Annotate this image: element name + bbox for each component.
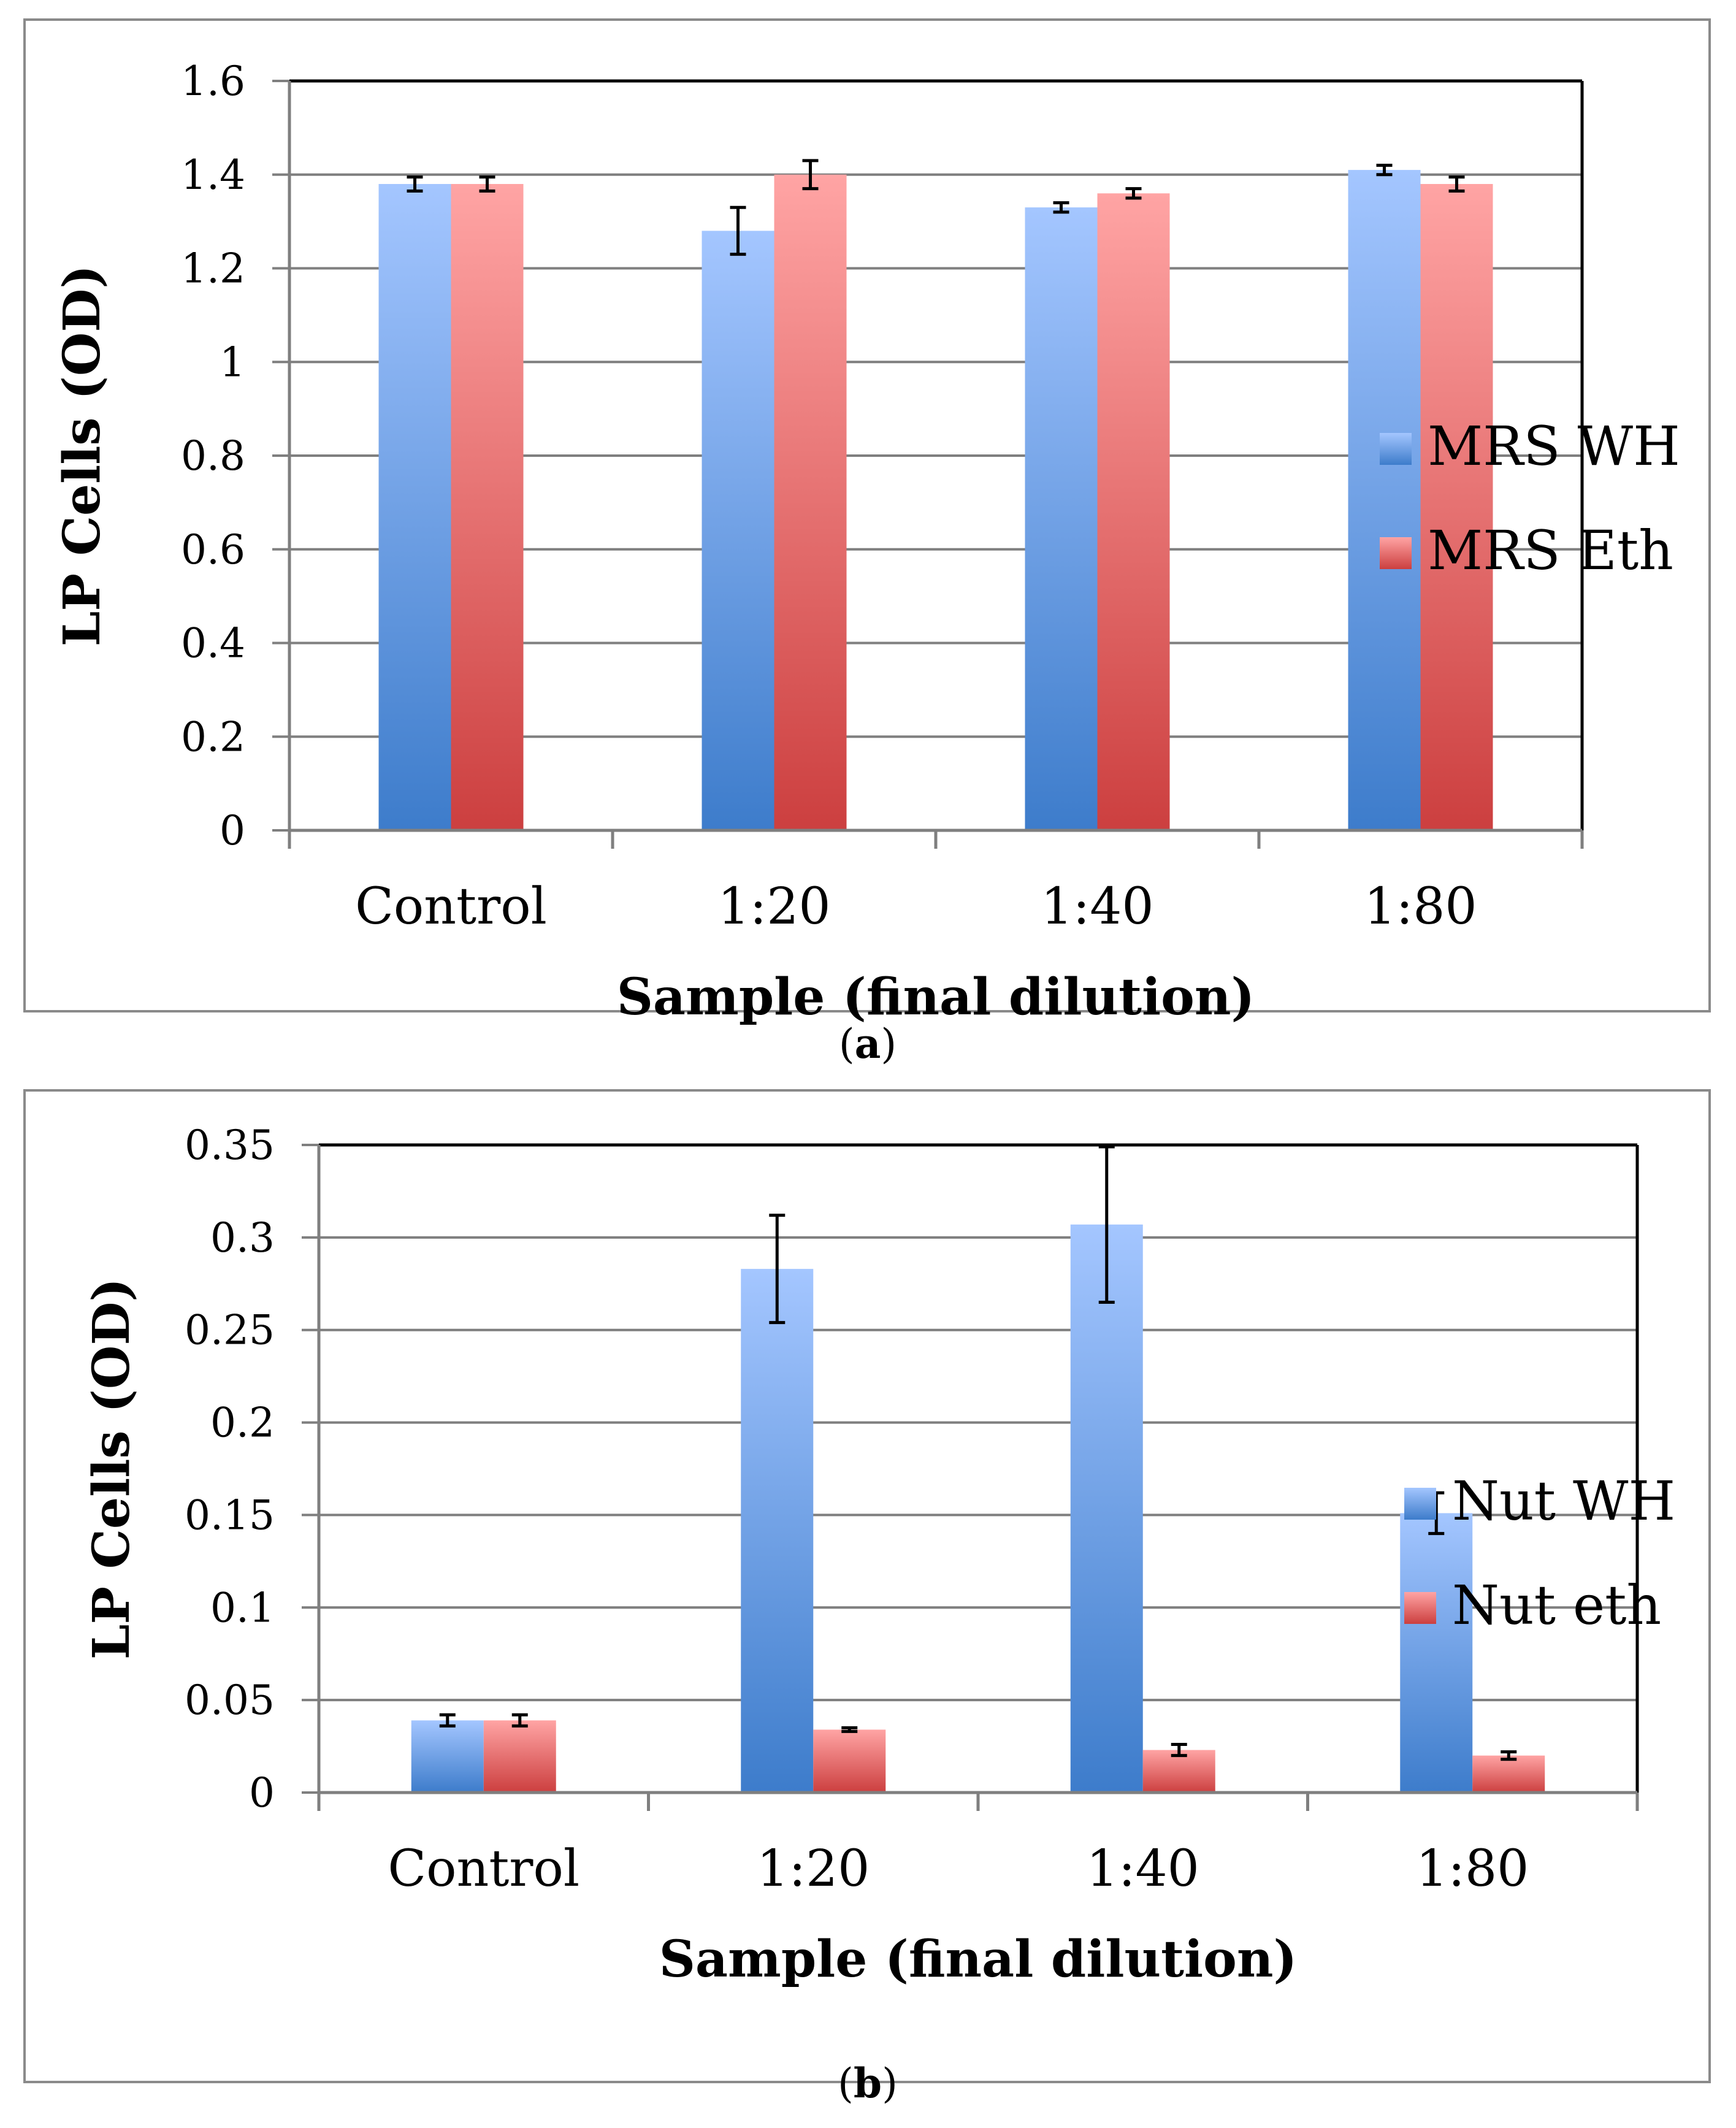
y-tick-label: 0.15 bbox=[185, 1491, 275, 1539]
bar-mrs-wh-1-40 bbox=[1025, 207, 1098, 830]
bar-mrs-eth-1-40 bbox=[1097, 193, 1170, 830]
error-bar bbox=[1171, 1743, 1187, 1758]
y-tick-label: 1 bbox=[220, 339, 245, 386]
bar-nut-wh-1-40 bbox=[1070, 1224, 1143, 1793]
error-bar bbox=[479, 175, 495, 193]
error-bar bbox=[1098, 1145, 1115, 1304]
y-tick-label: 0.2 bbox=[181, 713, 245, 760]
x-category-label: 1:20 bbox=[757, 1840, 870, 1898]
y-axis-title: LP Cells (OD) bbox=[82, 1278, 141, 1659]
bar-nut-eth-1-20 bbox=[813, 1729, 886, 1793]
error-bar bbox=[769, 1214, 786, 1325]
x-category-label: Control bbox=[355, 878, 547, 936]
bar-mrs-wh-control bbox=[378, 184, 451, 830]
y-tick-label: 0.3 bbox=[210, 1214, 275, 1261]
y-tick-label: 1.4 bbox=[181, 151, 245, 199]
error-bar bbox=[1448, 175, 1465, 193]
x-category-label: 1:80 bbox=[1416, 1840, 1529, 1898]
error-bar bbox=[511, 1713, 528, 1728]
y-tick-label: 0.6 bbox=[181, 526, 245, 573]
legend-label: Nut eth bbox=[1452, 1574, 1661, 1637]
bar-mrs-wh-1-20 bbox=[702, 231, 774, 830]
x-axis-title: Sample (final dilution) bbox=[659, 1930, 1298, 1989]
y-tick-label: 0.8 bbox=[181, 432, 245, 480]
x-category-label: Control bbox=[388, 1840, 579, 1898]
error-bar bbox=[1501, 1750, 1517, 1761]
error-bar bbox=[802, 159, 819, 191]
y-tick-label: 0.1 bbox=[210, 1584, 275, 1631]
y-tick-label: 0.4 bbox=[181, 620, 245, 667]
error-bar bbox=[407, 175, 423, 193]
error-bar bbox=[730, 205, 746, 256]
bar-mrs-eth-control bbox=[451, 184, 524, 830]
legend-swatch bbox=[1380, 537, 1412, 569]
y-tick-label: 1.6 bbox=[181, 58, 245, 105]
panel-label: (b) bbox=[838, 2059, 898, 2107]
error-bar bbox=[1053, 201, 1069, 214]
y-tick-label: 0 bbox=[220, 807, 245, 854]
bar-nut-eth-1-80 bbox=[1472, 1755, 1545, 1793]
x-category-label: 1:40 bbox=[1087, 1840, 1199, 1898]
error-bar bbox=[841, 1726, 858, 1733]
y-tick-label: 0 bbox=[249, 1769, 275, 1816]
bar-mrs-eth-1-20 bbox=[774, 174, 847, 830]
y-axis-title: LP Cells (OD) bbox=[53, 265, 112, 646]
legend-label: MRS Eth bbox=[1428, 519, 1673, 582]
bar-nut-eth-1-40 bbox=[1142, 1750, 1215, 1793]
bar-nut-wh-control bbox=[411, 1720, 484, 1793]
y-tick-label: 0.2 bbox=[210, 1399, 275, 1447]
y-tick-label: 0.35 bbox=[185, 1122, 275, 1169]
error-bar bbox=[1125, 187, 1142, 200]
bar-nut-wh-1-80 bbox=[1400, 1513, 1473, 1793]
y-tick-label: 0.05 bbox=[185, 1677, 275, 1724]
chart-panel-b: 0 0.05 0.1 0.15 0.2 0.25 0.3 0.35 Control 1:20 1:4… bbox=[23, 1089, 1711, 2107]
x-axis-title: Sample (final dilution) bbox=[617, 968, 1255, 1027]
error-bar bbox=[439, 1713, 456, 1728]
y-tick-label: 1.2 bbox=[181, 245, 245, 293]
y-tick-label: 0.25 bbox=[185, 1307, 275, 1354]
legend-swatch bbox=[1380, 433, 1412, 465]
legend-label: MRS WH bbox=[1428, 415, 1680, 478]
bar-nut-eth-control bbox=[483, 1720, 556, 1793]
legend-swatch bbox=[1404, 1592, 1436, 1624]
x-category-label: 1:20 bbox=[717, 878, 830, 936]
x-category-label: 1:40 bbox=[1041, 878, 1153, 936]
legend-label: Nut WH bbox=[1452, 1469, 1675, 1533]
bar-nut-wh-1-20 bbox=[741, 1269, 814, 1793]
bar-mrs-eth-1-80 bbox=[1420, 184, 1493, 830]
error-bar bbox=[1376, 163, 1393, 177]
legend-swatch bbox=[1404, 1488, 1436, 1520]
panel-label: (a) bbox=[839, 1020, 897, 1068]
chart-panel-a: 0 0.2 0.4 0.6 0.8 1 1.2 1.4 1.6 Control 1:20 1:40 1:… bbox=[23, 18, 1711, 1068]
bar-mrs-wh-1-80 bbox=[1348, 170, 1421, 830]
x-category-label: 1:80 bbox=[1364, 878, 1477, 936]
